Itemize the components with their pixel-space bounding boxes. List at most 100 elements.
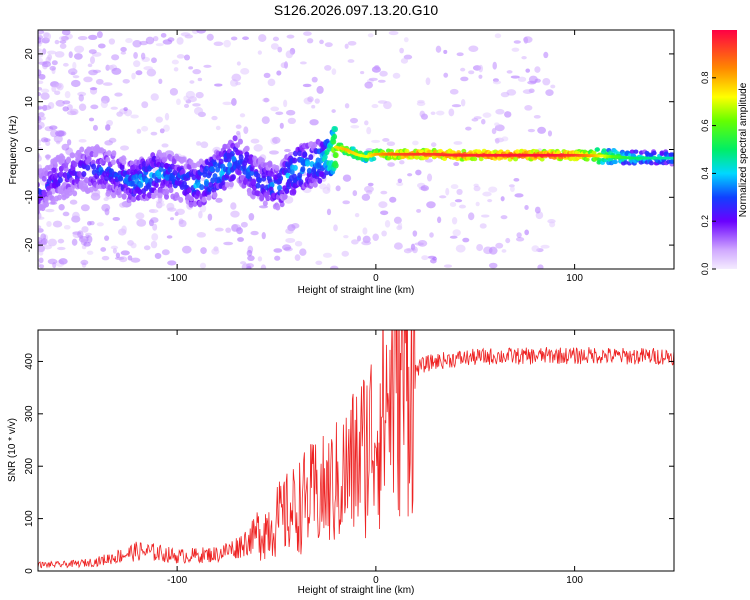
spectrogram-y-tick-label: 20 (24, 48, 35, 60)
spectrogram-ridge-blob (228, 181, 234, 188)
spectrogram-noise-blob (377, 100, 388, 104)
spectrogram-noise-blob (152, 223, 158, 231)
spectrogram-ridge-blob (414, 155, 420, 160)
spectrogram-noise-blob (250, 138, 260, 144)
spectrogram-noise-blob (86, 250, 94, 255)
spectrogram-noise-blob (230, 36, 238, 41)
spectrogram-noise-blob (101, 203, 111, 212)
spectrogram-noise-blob (211, 248, 220, 255)
snr-y-tick-label: 300 (24, 405, 35, 422)
spectrogram-noise-blob (361, 193, 371, 201)
spectrogram-noise-blob (38, 142, 42, 147)
spectrogram-noise-blob (309, 119, 319, 126)
spectrogram-ridge-blob (269, 181, 275, 188)
spectrogram-noise-blob (38, 73, 46, 80)
spectrogram-noise-blob (527, 80, 537, 85)
spectrogram-noise-blob (45, 140, 51, 146)
spectrogram-noise-blob (47, 238, 57, 247)
snr-x-tick-label: 0 (373, 575, 379, 586)
spectrogram-noise-blob (510, 185, 515, 192)
spectrogram-noise-blob (354, 212, 360, 218)
spectrogram-noise-blob (151, 233, 159, 241)
spectrogram-noise-blob (505, 237, 511, 244)
spectrogram-noise-blob (104, 140, 113, 146)
spectrogram-noise-blob (38, 30, 42, 37)
spectrogram-noise-blob (258, 34, 267, 42)
spectrogram-noise-blob (215, 197, 223, 203)
spectrogram-noise-blob (40, 88, 50, 93)
spectrogram-noise-blob (257, 50, 262, 55)
spectrogram-noise-blob (246, 266, 252, 269)
spectrogram-ridge-blob (244, 145, 250, 152)
spectrogram-noise-blob (45, 154, 50, 161)
spectrogram-noise-blob (57, 238, 65, 244)
spectrogram-ridge-blob (201, 196, 207, 203)
spectrogram-noise-blob (527, 128, 536, 133)
spectrogram-noise-blob (468, 212, 475, 221)
spectrogram-ridge-blob (161, 152, 167, 159)
spectrogram-y-tick-label: -10 (24, 190, 35, 205)
spectrogram-noise-blob (59, 43, 67, 49)
spectrogram-ridge-blob (79, 146, 85, 153)
spectrogram-noise-blob (51, 60, 58, 66)
spectrogram-noise-blob (247, 255, 255, 262)
spectrogram-noise-blob (286, 109, 296, 116)
spectrogram-noise-blob (400, 57, 409, 64)
colorbar-tick-label: 0.6 (700, 119, 710, 132)
spectrogram-noise-blob (393, 216, 402, 224)
spectrogram-ridge-blob (135, 194, 141, 201)
spectrogram-noise-blob (387, 162, 395, 167)
spectrogram-x-ticks: -100 0 100 (167, 30, 583, 284)
spectrogram-ridge-blob (210, 177, 216, 184)
spectrogram-noise-blob (458, 204, 466, 209)
spectrogram-ridge-blob (629, 149, 635, 154)
spectrogram-ridge-blob (332, 133, 338, 140)
spectrogram-noise-blob (488, 262, 498, 269)
spectrogram-noise-blob (319, 39, 324, 45)
spectrogram-noise-blob (100, 247, 107, 252)
spectrogram-noise-blob (362, 227, 368, 235)
spectrogram-noise-blob (533, 114, 541, 119)
spectrogram-noise-blob (285, 228, 294, 235)
spectrogram-noise-blob (534, 66, 541, 73)
spectrogram-noise-blob (55, 99, 65, 107)
spectrogram-noise-blob (407, 173, 413, 177)
spectrogram-noise-blob (302, 83, 312, 88)
spectrogram-noise-blob (421, 255, 429, 261)
spectrogram-ridge-blob (274, 165, 280, 172)
spectrogram-noise-blob (53, 134, 63, 143)
spectrogram-ridge-blob (84, 177, 90, 184)
spectrogram-noise-blob (46, 220, 52, 227)
spectrogram-ridge-blob (56, 194, 62, 201)
spectrogram-y-label: Frequency (Hz) (8, 116, 19, 185)
spectrogram-noise-blob (225, 227, 232, 233)
spectrogram-noise-blob (72, 61, 77, 70)
spectrogram-ridge-blob (161, 156, 167, 163)
spectrogram-noise-blob (291, 223, 300, 229)
spectrogram-core-blob (671, 156, 674, 160)
spectrogram-noise-blob (175, 208, 185, 215)
spectrogram-noise-blob (314, 98, 320, 104)
spectrogram-noise-blob (214, 83, 223, 87)
spectrogram-noise-blob (343, 235, 349, 239)
spectrogram-noise-blob (460, 98, 466, 107)
spectrogram-noise-blob (379, 70, 388, 77)
spectrogram-noise-blob (143, 66, 153, 71)
spectrogram-ridge-blob (43, 196, 49, 203)
spectrogram-noise-blob (51, 85, 57, 93)
spectrogram-ridge-blob (316, 162, 322, 169)
spectrogram-ridge-blob (207, 186, 213, 193)
spectrogram-noise-blob (196, 232, 206, 238)
spectrogram-noise-blob (500, 215, 508, 220)
spectrogram-ridge-blob (204, 165, 210, 172)
spectrogram-noise-blob (471, 118, 479, 122)
spectrogram-noise-blob (77, 230, 84, 238)
spectrogram-noise-blob (135, 212, 145, 220)
spectrogram-noise-blob (160, 32, 167, 38)
snr-x-tick-label: -100 (167, 575, 187, 586)
spectrogram-ridge-blob (85, 164, 91, 171)
spectrogram-ridge-blob (255, 182, 261, 189)
spectrogram-ridge-blob (513, 156, 519, 162)
spectrogram-noise-blob (388, 30, 399, 36)
spectrogram-ridge-blob (99, 178, 105, 185)
